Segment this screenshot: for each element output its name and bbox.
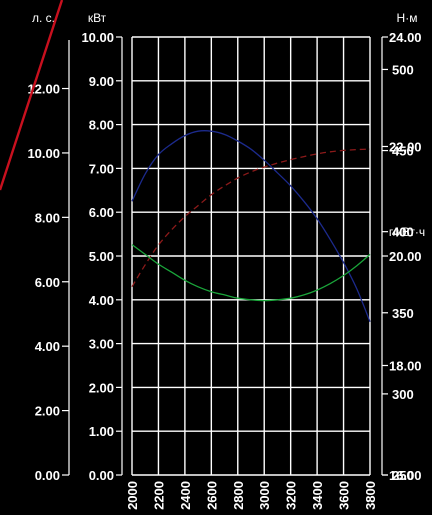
- x-tick-label: 3800: [363, 481, 378, 510]
- torque-tick-label: 20.00: [389, 249, 422, 264]
- x-tick-label: 3000: [257, 481, 272, 510]
- torque-tick-label: 18.00: [389, 359, 422, 374]
- sfc-tick-label: 500: [392, 62, 414, 77]
- x-tick-label: 2000: [125, 481, 140, 510]
- hp-unit-label: л. с.: [32, 11, 55, 25]
- kw-tick-label: 1.00: [89, 424, 114, 439]
- sfc-tick-label: 400: [392, 225, 414, 240]
- x-tick-label: 2600: [204, 481, 219, 510]
- hp-tick-label: 0.00: [35, 468, 60, 483]
- kw-tick-label: 6.00: [89, 205, 114, 220]
- kw-tick-label: 0.00: [89, 468, 114, 483]
- x-tick-label: 2400: [178, 481, 193, 510]
- kw-tick-label: 4.00: [89, 293, 114, 308]
- x-tick-label: 2200: [151, 481, 166, 510]
- torque-tick-label: 24.00: [389, 30, 422, 45]
- x-tick-label: 3600: [337, 481, 352, 510]
- sfc-tick-label: 350: [392, 306, 414, 321]
- kw-tick-label: 10.00: [81, 30, 114, 45]
- hp-tick-label: 6.00: [35, 275, 60, 290]
- hp-tick-label: 4.00: [35, 339, 60, 354]
- sfc-tick-label: 300: [392, 387, 414, 402]
- hp-curve: [0, 0, 64, 191]
- sfc-tick-label: 450: [392, 144, 414, 159]
- torque-unit-label: Н·м: [397, 11, 418, 25]
- torque-tick-label: 22.00: [389, 140, 422, 155]
- sfc-curve: [131, 244, 371, 302]
- hp-tick-label: 10.00: [27, 146, 60, 161]
- hp-tick-label: 12.00: [27, 82, 60, 97]
- kw-tick-label: 7.00: [89, 161, 114, 176]
- x-tick-label: 3200: [284, 481, 299, 510]
- sfc-tick-label: 250: [392, 468, 414, 483]
- torque-tick-label: 16.00: [389, 468, 422, 483]
- hp-tick-label: 8.00: [35, 210, 60, 225]
- x-tick-label: 2800: [231, 481, 246, 510]
- kw-tick-label: 9.00: [89, 74, 114, 89]
- x-tick-label: 3400: [310, 481, 325, 510]
- kw-curve: [131, 148, 371, 288]
- kw-tick-label: 3.00: [89, 337, 114, 352]
- kw-tick-label: 8.00: [89, 118, 114, 133]
- torque-curve: [131, 130, 371, 322]
- kw-unit-label: кВт: [88, 11, 107, 25]
- kw-tick-label: 5.00: [89, 249, 114, 264]
- kw-tick-label: 2.00: [89, 380, 114, 395]
- sfc-unit-label: г/кВт·ч: [389, 225, 425, 239]
- hp-tick-label: 2.00: [35, 404, 60, 419]
